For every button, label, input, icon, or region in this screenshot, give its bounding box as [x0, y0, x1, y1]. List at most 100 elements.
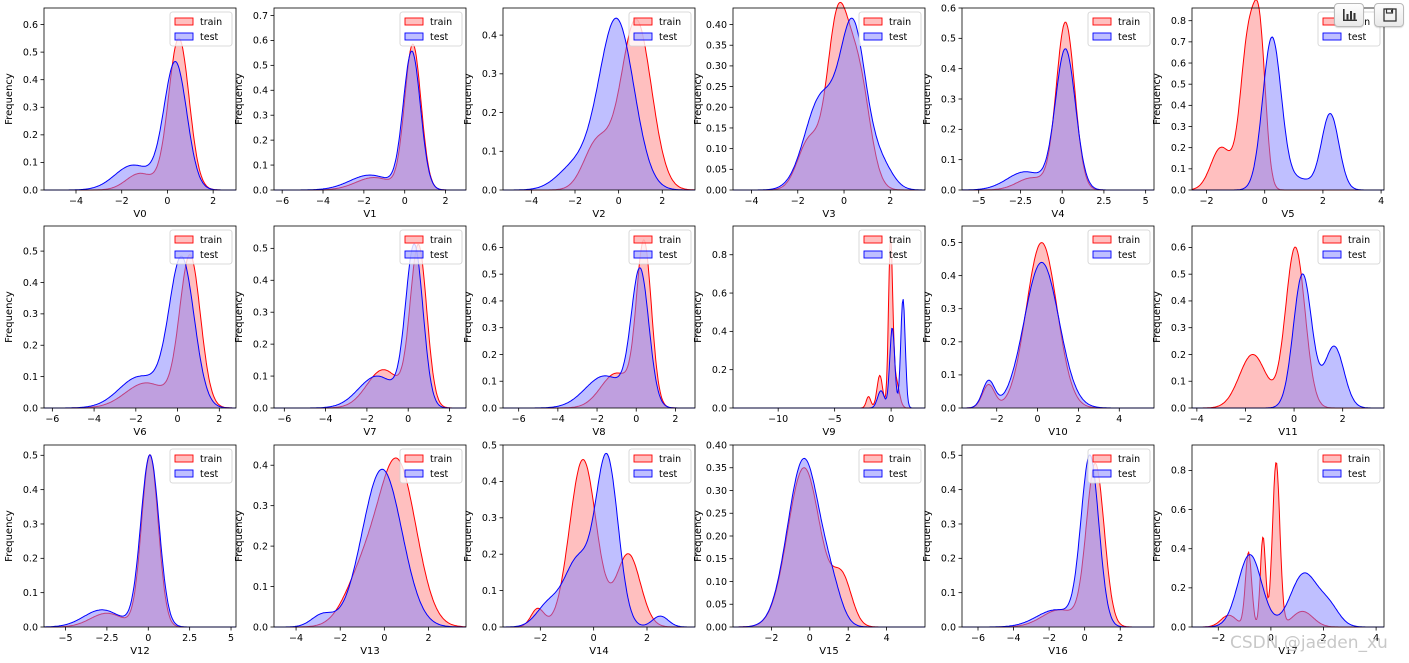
y-axis-label: Frequency	[1152, 510, 1163, 562]
x-tick-label: −5	[828, 414, 842, 425]
y-tick-label: 0.0	[23, 403, 38, 414]
y-axis-label: Frequency	[234, 73, 245, 125]
legend-swatch-test	[633, 32, 653, 41]
y-tick-label: 0.5	[941, 451, 956, 462]
x-tick-label: 2	[845, 633, 851, 644]
density-fill-test	[1192, 37, 1384, 190]
y-tick-label: 0.3	[1171, 323, 1186, 334]
y-tick-label: 0.5	[23, 47, 38, 58]
y-tick-label: 0.4	[1171, 101, 1186, 112]
x-tick-label: 4	[1373, 633, 1379, 644]
x-axis-label: V7	[363, 427, 376, 438]
legend-label-test: test	[1348, 32, 1367, 43]
legend-swatch-train	[863, 17, 883, 26]
density-line-train	[962, 462, 1154, 628]
legend-swatch-test	[1092, 250, 1112, 259]
y-axis-label: Frequency	[463, 510, 474, 562]
density-fill-test	[733, 18, 925, 190]
x-tick-label: 0	[175, 414, 181, 425]
x-tick-label: 2	[887, 196, 893, 207]
y-tick-label: 0.2	[712, 365, 727, 376]
legend: train test	[1087, 448, 1151, 484]
chart-view-button[interactable]	[1334, 3, 1364, 27]
x-tick-label: 2	[210, 196, 216, 207]
x-axis-label: V14	[589, 646, 609, 657]
legend-swatch-train	[404, 454, 424, 463]
x-tick-label: −5	[59, 633, 73, 644]
x-axis-label: V1	[363, 209, 376, 220]
legend-swatch-train	[404, 235, 424, 244]
y-tick-label: 0.2	[23, 554, 38, 565]
subplot-v0: −4 −2 0 2 0.0 0.1 0.2 0.3 0.4 0.5 0.6 V0 Frequency tr…	[4, 7, 237, 220]
legend: train test	[628, 11, 692, 47]
y-tick-label: 0.5	[253, 61, 268, 72]
y-axis-label: Frequency	[4, 291, 15, 343]
x-tick-label: −4	[87, 414, 101, 425]
y-tick-label: 0.2	[1171, 583, 1186, 594]
y-tick-label: 0.2	[1171, 350, 1186, 361]
x-tick-label: −4	[69, 196, 83, 207]
legend-swatch-test	[174, 250, 194, 259]
x-tick-label: −2	[990, 414, 1004, 425]
y-tick-label: 0.0	[482, 403, 497, 414]
y-tick-label: 0.3	[253, 308, 268, 319]
legend-label-test: test	[200, 250, 219, 261]
legend-label-train: train	[889, 235, 911, 246]
density-fill-test	[274, 469, 466, 627]
x-tick-label: 2	[672, 414, 678, 425]
legend: train test	[1317, 448, 1381, 484]
y-axis-label: Frequency	[1152, 73, 1163, 125]
y-tick-label: 0.5	[482, 440, 497, 451]
y-tick-label: 0.1	[941, 370, 956, 381]
x-tick-label: 2	[659, 196, 665, 207]
legend-swatch-test	[1322, 250, 1342, 259]
y-tick-label: 0.15	[706, 123, 727, 134]
legend-swatch-train	[1092, 17, 1112, 26]
x-tick-label: 4	[1116, 414, 1122, 425]
axes-frame	[732, 7, 926, 191]
x-tick-label: −2	[1238, 414, 1252, 425]
y-tick-label: 0.0	[941, 622, 956, 633]
legend-label-test: test	[430, 32, 449, 43]
axes-frame	[502, 225, 696, 409]
legend: train test	[169, 11, 233, 47]
subplot-v14: −2 0 20.00.10.20.30.40.5V14Frequencytraint…	[463, 440, 696, 657]
y-tick-label: 0.0	[253, 185, 268, 196]
y-tick-label: 0.4	[253, 276, 268, 287]
x-tick-label: 4	[1378, 196, 1384, 207]
y-tick-label: 0.3	[23, 103, 38, 114]
density-fill-test	[503, 18, 695, 191]
y-tick-label: 0.8	[1171, 466, 1186, 477]
y-tick-label: 0.0	[253, 622, 268, 633]
y-tick-label: 0.4	[482, 477, 497, 488]
save-button[interactable]	[1374, 3, 1404, 27]
y-tick-label: 0.2	[253, 541, 268, 552]
y-tick-label: 0.0	[1171, 185, 1186, 196]
legend-swatch-test	[1092, 32, 1112, 41]
legend: train test	[858, 229, 922, 265]
legend-label-test: test	[659, 32, 678, 43]
x-tick-label: −6	[277, 414, 291, 425]
density-fill-test	[962, 48, 1154, 191]
density-fill-test	[44, 256, 236, 408]
x-tick-label: 0	[1262, 196, 1268, 207]
x-tick-label: 4	[884, 633, 890, 644]
y-tick-label: 0.2	[23, 130, 38, 141]
y-tick-label: 0.1	[253, 160, 268, 171]
y-tick-label: 0.1	[23, 158, 38, 169]
y-tick-label: 0.2	[482, 108, 497, 119]
density-fill-test	[503, 267, 695, 408]
x-tick-label: −4	[1007, 633, 1021, 644]
density-fill-test	[44, 454, 236, 627]
x-tick-label: −4	[744, 196, 758, 207]
y-tick-label: 0.15	[706, 554, 727, 565]
x-tick-label: 0	[145, 633, 151, 644]
x-tick-label: 0	[405, 414, 411, 425]
y-tick-label: 0.2	[253, 135, 268, 146]
y-tick-label: 0.20	[706, 103, 727, 114]
x-tick-label: −2	[115, 196, 129, 207]
x-axis-label: V13	[360, 646, 380, 657]
y-tick-label: 0.1	[482, 586, 497, 597]
y-tick-label: 0.6	[1171, 243, 1186, 254]
